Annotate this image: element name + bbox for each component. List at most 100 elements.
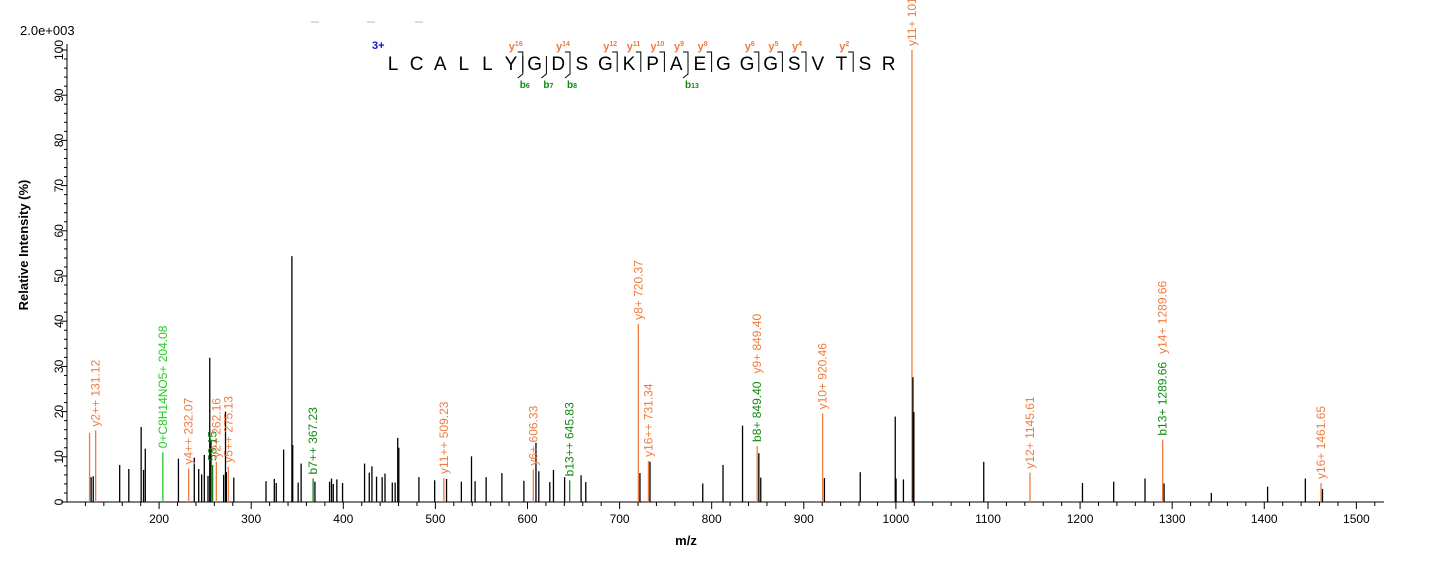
- y-tick-label: 70: [52, 179, 66, 193]
- sequence-residue: S: [859, 54, 872, 75]
- peak-label-other-ion: 0+C8H14NO5+ 204.08: [156, 325, 170, 448]
- sequence-residue: A: [670, 54, 683, 75]
- y-tick-label: 30: [52, 359, 66, 373]
- x-tick-label: 400: [333, 512, 353, 526]
- y-ion-tag: y9: [674, 41, 684, 53]
- y-ion-bracket: [753, 51, 760, 72]
- y-ion-bracket: [517, 51, 524, 72]
- charge-state-label: 3+: [372, 40, 385, 52]
- sequence-residue: S: [788, 54, 801, 75]
- peak-label-y-ion: y5++ 275.13: [221, 396, 235, 463]
- y-ion-tag: y16: [509, 41, 523, 53]
- b-ion-bracket: [682, 56, 689, 79]
- x-tick-label: 1300: [1159, 512, 1186, 526]
- y-tick-label: 0: [52, 498, 66, 505]
- peak-label-y-ion: y2++ 131.12: [89, 360, 103, 427]
- peak-label-y-ion: y8+ 720.37: [631, 260, 645, 320]
- axes: 0 10 20 30 40 50 60 70 80 90 100 200 300 400 500 600 700…: [52, 40, 1384, 526]
- x-tick-label: 1100: [975, 512, 1001, 526]
- sequence-residue: K: [623, 54, 636, 75]
- sequence-residue: Y: [505, 54, 518, 75]
- peak-label-y-ion: y11+ 1017.48: [905, 0, 919, 46]
- y-tick-label: 60: [52, 224, 66, 238]
- y-tick-label: 80: [52, 133, 66, 147]
- sequence-residue: G: [740, 54, 755, 75]
- peak-label-b-ion: b8+ 849.40: [750, 381, 764, 442]
- y-ion-bracket: [777, 51, 783, 72]
- sequence-residue: C: [410, 54, 424, 75]
- x-tick-label: 800: [702, 512, 722, 526]
- y-tick-label: 20: [52, 405, 66, 419]
- y-ion-tag: y12: [603, 41, 617, 53]
- sequence-residue: S: [575, 54, 588, 75]
- x-tick-label: 1500: [1343, 512, 1370, 526]
- y-ion-tag: y4: [792, 41, 802, 53]
- peak-label-y-ion: y2+ 262.16: [209, 398, 223, 458]
- sequence-residue: G: [527, 54, 542, 75]
- y-ion-tag: y2: [839, 41, 849, 53]
- peak-label-b-ion: b13++ 645.83: [563, 402, 577, 476]
- y-tick-label: 10: [52, 450, 66, 464]
- peak-series: [88, 50, 1324, 502]
- y-ion-bracket: [635, 51, 642, 72]
- peak-label-y-ion: y16++ 731.34: [641, 383, 655, 457]
- peak-label-b-ion: 58.15: [206, 431, 220, 461]
- sequence-residue: L: [459, 54, 470, 75]
- sequence-residue: L: [388, 54, 399, 75]
- sequence-residue: G: [716, 54, 731, 75]
- y-ion-tag: y8: [698, 41, 708, 53]
- x-tick-label: 700: [610, 512, 630, 526]
- y-ion-tag: y6: [745, 41, 755, 53]
- y-ion-tag: y5: [768, 41, 778, 53]
- y-tick-label: 50: [52, 269, 66, 283]
- y-axis-title: Relative Intensity (%): [16, 180, 31, 311]
- sequence-residue: T: [836, 54, 848, 75]
- y-ion-bracket: [683, 51, 689, 72]
- y-ion-bracket: [612, 51, 618, 72]
- y-tick-label: 90: [52, 88, 66, 102]
- b-ion-bracket: [541, 56, 547, 79]
- sequence-residue: A: [434, 54, 447, 75]
- peak-label-b-ion: b13+ 1289.66: [1156, 362, 1170, 436]
- y-ion-tag: y10: [650, 41, 664, 53]
- x-axis-title: m/z: [675, 533, 697, 548]
- intensity-scale-label: 2.0e+003: [20, 23, 75, 38]
- peak-label-y-ion: y9+ 849.40: [750, 314, 764, 374]
- b-ion-tag: b13: [685, 80, 699, 91]
- y-ion-bracket: [659, 51, 665, 72]
- b-ion-tag: b7: [543, 80, 553, 91]
- b-ion-bracket: [517, 56, 524, 79]
- y-ion-tag: y11: [627, 41, 641, 53]
- peak-label-y-ion: y6+ 606.33: [526, 405, 540, 465]
- x-tick-label: 500: [425, 512, 445, 526]
- y-ion-bracket: [801, 51, 807, 72]
- sequence-residue: L: [482, 54, 493, 75]
- x-tick-label: 1000: [883, 512, 910, 526]
- y-tick-label: 40: [52, 314, 66, 328]
- sequence-residue: P: [646, 54, 659, 75]
- x-tick-label: 200: [149, 512, 169, 526]
- sequence-residue: V: [811, 54, 824, 75]
- y-ion-tag: y14: [556, 41, 570, 53]
- sequence-residue: R: [882, 54, 896, 75]
- sequence-residue: E: [693, 54, 706, 75]
- sequence-residue: G: [598, 54, 613, 75]
- x-tick-label: 1200: [1067, 512, 1094, 526]
- b-ion-bracket: [564, 56, 571, 79]
- y-ion-bracket: [706, 51, 713, 72]
- peak-label-y-ion: y10+ 920.46: [816, 343, 830, 410]
- x-tick-label: 300: [241, 512, 261, 526]
- y-ion-bracket: [848, 51, 854, 72]
- y-tick-label: 100: [52, 40, 66, 60]
- x-tick-label: 900: [794, 512, 814, 526]
- peak-label-y-ion: y11++ 509.23: [437, 401, 451, 474]
- peak-labels: y2++ 131.12 0+C8H14NO5+ 204.08 y4++ 232.07…: [89, 0, 1328, 479]
- b-ion-tag: b6: [520, 80, 530, 91]
- peak-label-y-ion: y16+ 1461.65: [1314, 406, 1328, 479]
- peak-label-y-ion: y12+ 1145.61: [1023, 396, 1037, 469]
- b-ion-tag: b8: [567, 80, 577, 91]
- y-ion-bracket: [565, 51, 571, 72]
- peak-label-y-ion: y14+ 1289.66: [1156, 280, 1170, 353]
